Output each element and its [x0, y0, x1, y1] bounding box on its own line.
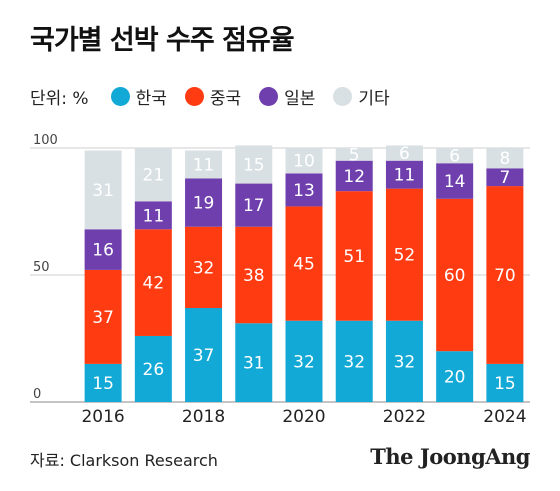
- bar-korea-2022: [385, 320, 423, 402]
- data-label-korea-2016: 15: [92, 374, 114, 394]
- data-label-china-2024: 70: [494, 266, 516, 286]
- legend-label-china: 중국: [209, 88, 242, 109]
- legend: 단위: % 한국 중국 일본 기타: [30, 84, 408, 109]
- bar-others-2016: [84, 150, 122, 230]
- data-label-japan-2017: 11: [143, 206, 165, 226]
- bar-china-2020: [285, 206, 323, 321]
- bar-japan-2022: [385, 160, 423, 189]
- bar-others-2018: [185, 150, 223, 179]
- data-label-japan-2020: 13: [293, 181, 315, 201]
- bar-japan-2021: [335, 160, 373, 192]
- bar-others-2019: [235, 145, 273, 184]
- data-label-japan-2021: 12: [343, 167, 365, 187]
- data-label-japan-2018: 19: [193, 194, 215, 214]
- data-label-others-2024: 8: [499, 149, 510, 169]
- bar-china-2022: [385, 188, 423, 321]
- bar-others-2021: [335, 148, 373, 161]
- bar-china-2018: [185, 226, 223, 309]
- y-tick-label-0: 0: [33, 387, 41, 402]
- unit-label: 단위: %: [30, 88, 89, 109]
- x-tick-label-2022: 2022: [383, 407, 426, 427]
- source-note: 자료: Clarkson Research: [30, 451, 218, 470]
- bar-korea-2023: [436, 351, 474, 402]
- bar-japan-2018: [185, 178, 223, 227]
- legend-label-japan: 일본: [284, 88, 316, 109]
- data-label-others-2017: 21: [143, 166, 165, 186]
- legend-swatch-japan: [259, 86, 279, 106]
- x-tick-label-2020: 2020: [282, 407, 325, 427]
- legend-swatch-others: [333, 86, 353, 106]
- data-label-others-2018: 11: [193, 156, 215, 176]
- data-label-others-2020: 10: [293, 152, 315, 172]
- bar-korea-2016: [84, 363, 122, 402]
- data-label-others-2023: 6: [449, 147, 460, 167]
- bar-japan-2019: [235, 183, 273, 227]
- bar-others-2023: [436, 148, 474, 164]
- data-label-korea-2018: 37: [193, 346, 215, 366]
- bar-japan-2017: [134, 201, 172, 230]
- bar-china-2023: [436, 198, 474, 352]
- data-label-korea-2017: 26: [143, 360, 165, 380]
- bar-china-2016: [84, 269, 122, 364]
- legend-label-korea: 한국: [135, 88, 167, 109]
- data-label-japan-2024: 7: [499, 168, 510, 188]
- bar-korea-2019: [235, 323, 273, 402]
- data-label-korea-2019: 31: [243, 354, 265, 374]
- x-tick-label-2018: 2018: [182, 407, 225, 427]
- bar-korea-2020: [285, 320, 323, 402]
- legend-label-others: 기타: [358, 88, 390, 109]
- legend-item-japan: 일본: [259, 84, 315, 109]
- data-label-others-2019: 15: [243, 156, 265, 176]
- data-label-japan-2023: 14: [444, 172, 466, 192]
- legend-item-others: 기타: [333, 84, 390, 109]
- x-tick-label-2016: 2016: [81, 407, 124, 427]
- data-label-others-2021: 5: [349, 145, 360, 165]
- bar-korea-2018: [185, 308, 223, 402]
- data-label-japan-2016: 16: [92, 241, 114, 261]
- data-label-china-2018: 32: [193, 258, 215, 278]
- data-label-korea-2021: 32: [343, 352, 365, 372]
- data-label-china-2016: 37: [92, 308, 114, 328]
- data-label-china-2019: 38: [243, 266, 265, 286]
- bar-others-2022: [385, 145, 423, 161]
- data-label-others-2016: 31: [92, 181, 114, 201]
- bar-others-2017: [134, 148, 172, 202]
- x-tick-label-2024: 2024: [483, 407, 526, 427]
- data-label-korea-2020: 32: [293, 352, 315, 372]
- bar-korea-2017: [134, 335, 172, 402]
- data-label-japan-2022: 11: [394, 166, 416, 186]
- y-tick-label-100: 100: [33, 133, 58, 148]
- bar-china-2021: [335, 191, 373, 321]
- legend-item-china: 중국: [184, 84, 242, 109]
- bar-others-2024: [486, 148, 524, 169]
- data-label-china-2021: 51: [343, 247, 365, 267]
- bar-others-2020: [285, 148, 323, 174]
- bar-china-2019: [235, 226, 273, 324]
- data-label-china-2017: 42: [143, 274, 165, 294]
- chart-title: 국가별 선박 수주 점유율: [30, 25, 295, 56]
- bar-china-2024: [486, 186, 524, 364]
- legend-swatch-korea: [110, 86, 130, 106]
- data-label-china-2023: 60: [444, 266, 466, 286]
- bar-japan-2024: [486, 168, 524, 187]
- bar-japan-2016: [84, 229, 122, 270]
- y-tick-label-50: 50: [33, 260, 50, 275]
- data-label-china-2022: 52: [394, 246, 416, 266]
- data-label-korea-2024: 15: [494, 374, 516, 394]
- legend-item-korea: 한국: [110, 84, 167, 109]
- bar-japan-2020: [285, 173, 323, 207]
- data-label-korea-2022: 32: [394, 352, 416, 372]
- bar-korea-2021: [335, 320, 373, 402]
- data-label-korea-2023: 20: [444, 368, 466, 388]
- data-label-japan-2019: 17: [243, 196, 265, 216]
- legend-swatch-china: [184, 86, 204, 106]
- data-label-china-2020: 45: [293, 255, 315, 275]
- data-label-others-2022: 6: [399, 144, 410, 164]
- bar-japan-2023: [436, 163, 474, 199]
- brand-logo: The JoongAng: [370, 444, 530, 469]
- bar-china-2017: [134, 229, 172, 336]
- bar-korea-2024: [486, 363, 524, 402]
